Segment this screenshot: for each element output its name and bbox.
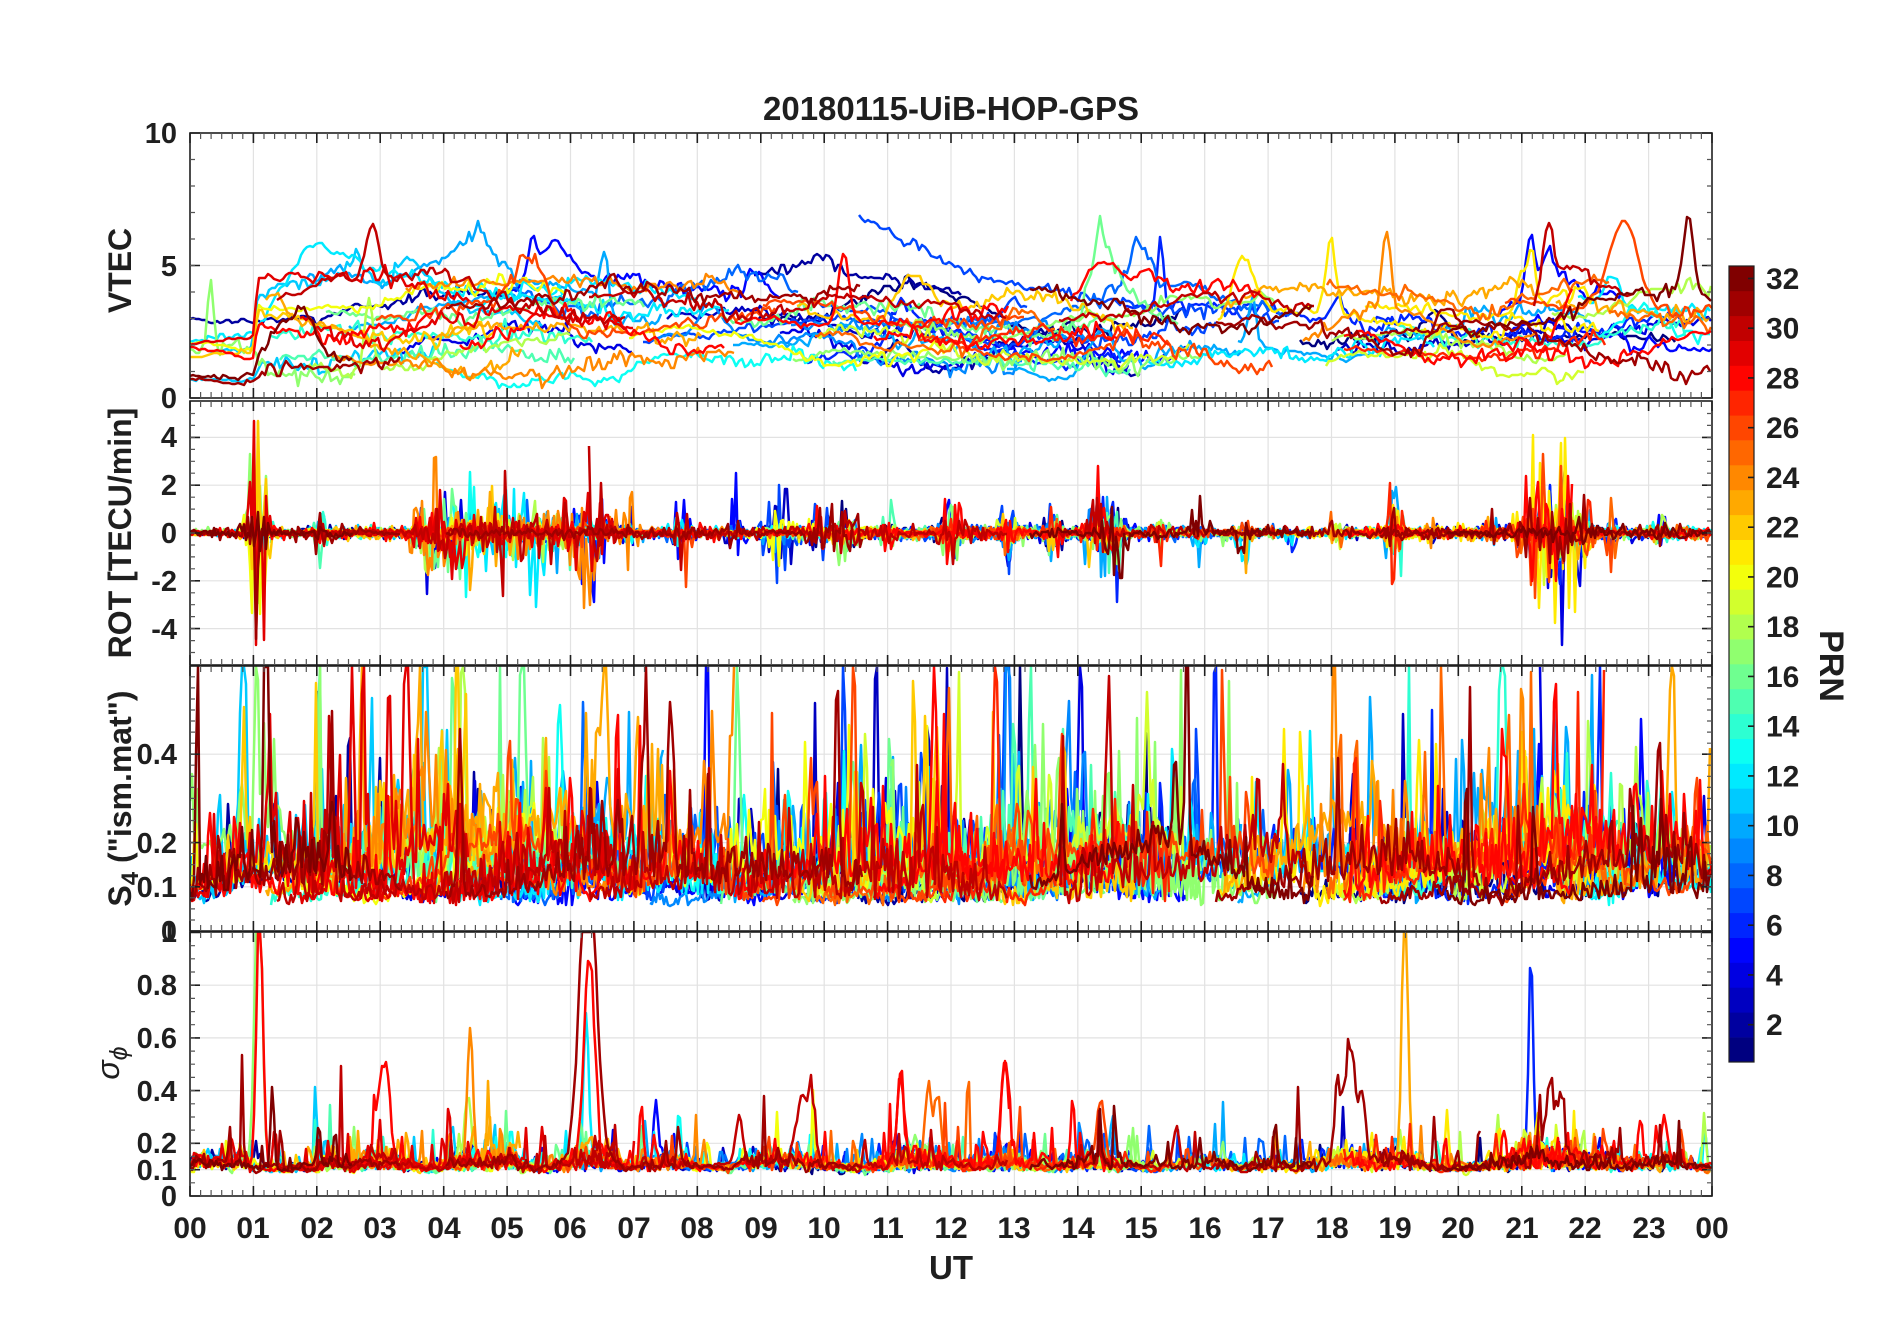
svg-text:11: 11 [872, 1212, 904, 1245]
svg-text:18: 18 [1766, 611, 1799, 644]
svg-text:0.2: 0.2 [137, 1128, 177, 1160]
svg-text:01: 01 [236, 1212, 269, 1245]
svg-text:09: 09 [744, 1212, 777, 1245]
svg-text:-2: -2 [151, 566, 177, 598]
svg-text:22: 22 [1568, 1212, 1601, 1245]
svg-text:16: 16 [1188, 1212, 1221, 1245]
svg-text:06: 06 [553, 1212, 586, 1245]
svg-text:02: 02 [300, 1212, 333, 1245]
svg-text:14: 14 [1061, 1212, 1095, 1245]
svg-text:4: 4 [161, 422, 177, 454]
svg-text:0: 0 [161, 916, 177, 948]
svg-text:32: 32 [1766, 263, 1799, 296]
svg-text:13: 13 [997, 1212, 1030, 1245]
svg-text:03: 03 [363, 1212, 396, 1245]
svg-text:PRN: PRN [1812, 630, 1850, 702]
svg-text:2: 2 [161, 470, 177, 502]
svg-text:-4: -4 [151, 614, 177, 646]
svg-text:5: 5 [161, 251, 177, 283]
svg-text:0.8: 0.8 [137, 970, 177, 1002]
svg-text:0.4: 0.4 [137, 1076, 177, 1108]
svg-text:19: 19 [1378, 1212, 1411, 1245]
svg-text:05: 05 [490, 1212, 523, 1245]
svg-text:00: 00 [1695, 1212, 1728, 1245]
svg-text:10: 10 [807, 1212, 840, 1245]
svg-text:00: 00 [173, 1212, 206, 1245]
svg-text:10: 10 [145, 118, 177, 150]
svg-text:18: 18 [1315, 1212, 1348, 1245]
svg-text:0: 0 [161, 1181, 177, 1213]
svg-text:15: 15 [1124, 1212, 1157, 1245]
svg-text:0: 0 [161, 383, 177, 415]
svg-text:VTEC: VTEC [102, 228, 138, 313]
svg-text:0.1: 0.1 [137, 872, 177, 904]
svg-text:1: 1 [161, 917, 177, 949]
svg-text:ROT [TECU/min]: ROT [TECU/min] [102, 408, 138, 659]
svg-text:23: 23 [1632, 1212, 1665, 1245]
svg-text:0.2: 0.2 [137, 828, 177, 860]
svg-text:8: 8 [1766, 860, 1783, 893]
svg-text:30: 30 [1766, 313, 1799, 346]
svg-text:20: 20 [1441, 1212, 1474, 1245]
svg-text:17: 17 [1251, 1212, 1284, 1245]
svg-text:6: 6 [1766, 910, 1783, 943]
svg-text:24: 24 [1766, 462, 1800, 495]
svg-text:0: 0 [161, 518, 177, 550]
svg-text:0.6: 0.6 [137, 1023, 177, 1055]
svg-text:08: 08 [680, 1212, 713, 1245]
svg-text:28: 28 [1766, 362, 1799, 395]
svg-text:2: 2 [1766, 1009, 1783, 1042]
svg-text:20: 20 [1766, 561, 1799, 594]
svg-text:20180115-UiB-HOP-GPS: 20180115-UiB-HOP-GPS [763, 90, 1139, 127]
svg-text:0.1: 0.1 [137, 1155, 177, 1187]
svg-text:16: 16 [1766, 661, 1799, 694]
svg-text:0.4: 0.4 [137, 739, 177, 771]
svg-text:12: 12 [934, 1212, 967, 1245]
svg-text:21: 21 [1505, 1212, 1538, 1245]
svg-text:07: 07 [617, 1212, 650, 1245]
svg-text:14: 14 [1766, 711, 1800, 744]
svg-text:UT: UT [929, 1249, 973, 1286]
svg-text:26: 26 [1766, 412, 1799, 445]
svg-text:04: 04 [427, 1212, 461, 1245]
svg-text:12: 12 [1766, 760, 1799, 793]
svg-text:22: 22 [1766, 512, 1799, 545]
svg-text:10: 10 [1766, 810, 1799, 843]
svg-text:4: 4 [1766, 959, 1783, 992]
svg-text:S4 ("ism.mat"): S4 ("ism.mat") [102, 690, 144, 906]
